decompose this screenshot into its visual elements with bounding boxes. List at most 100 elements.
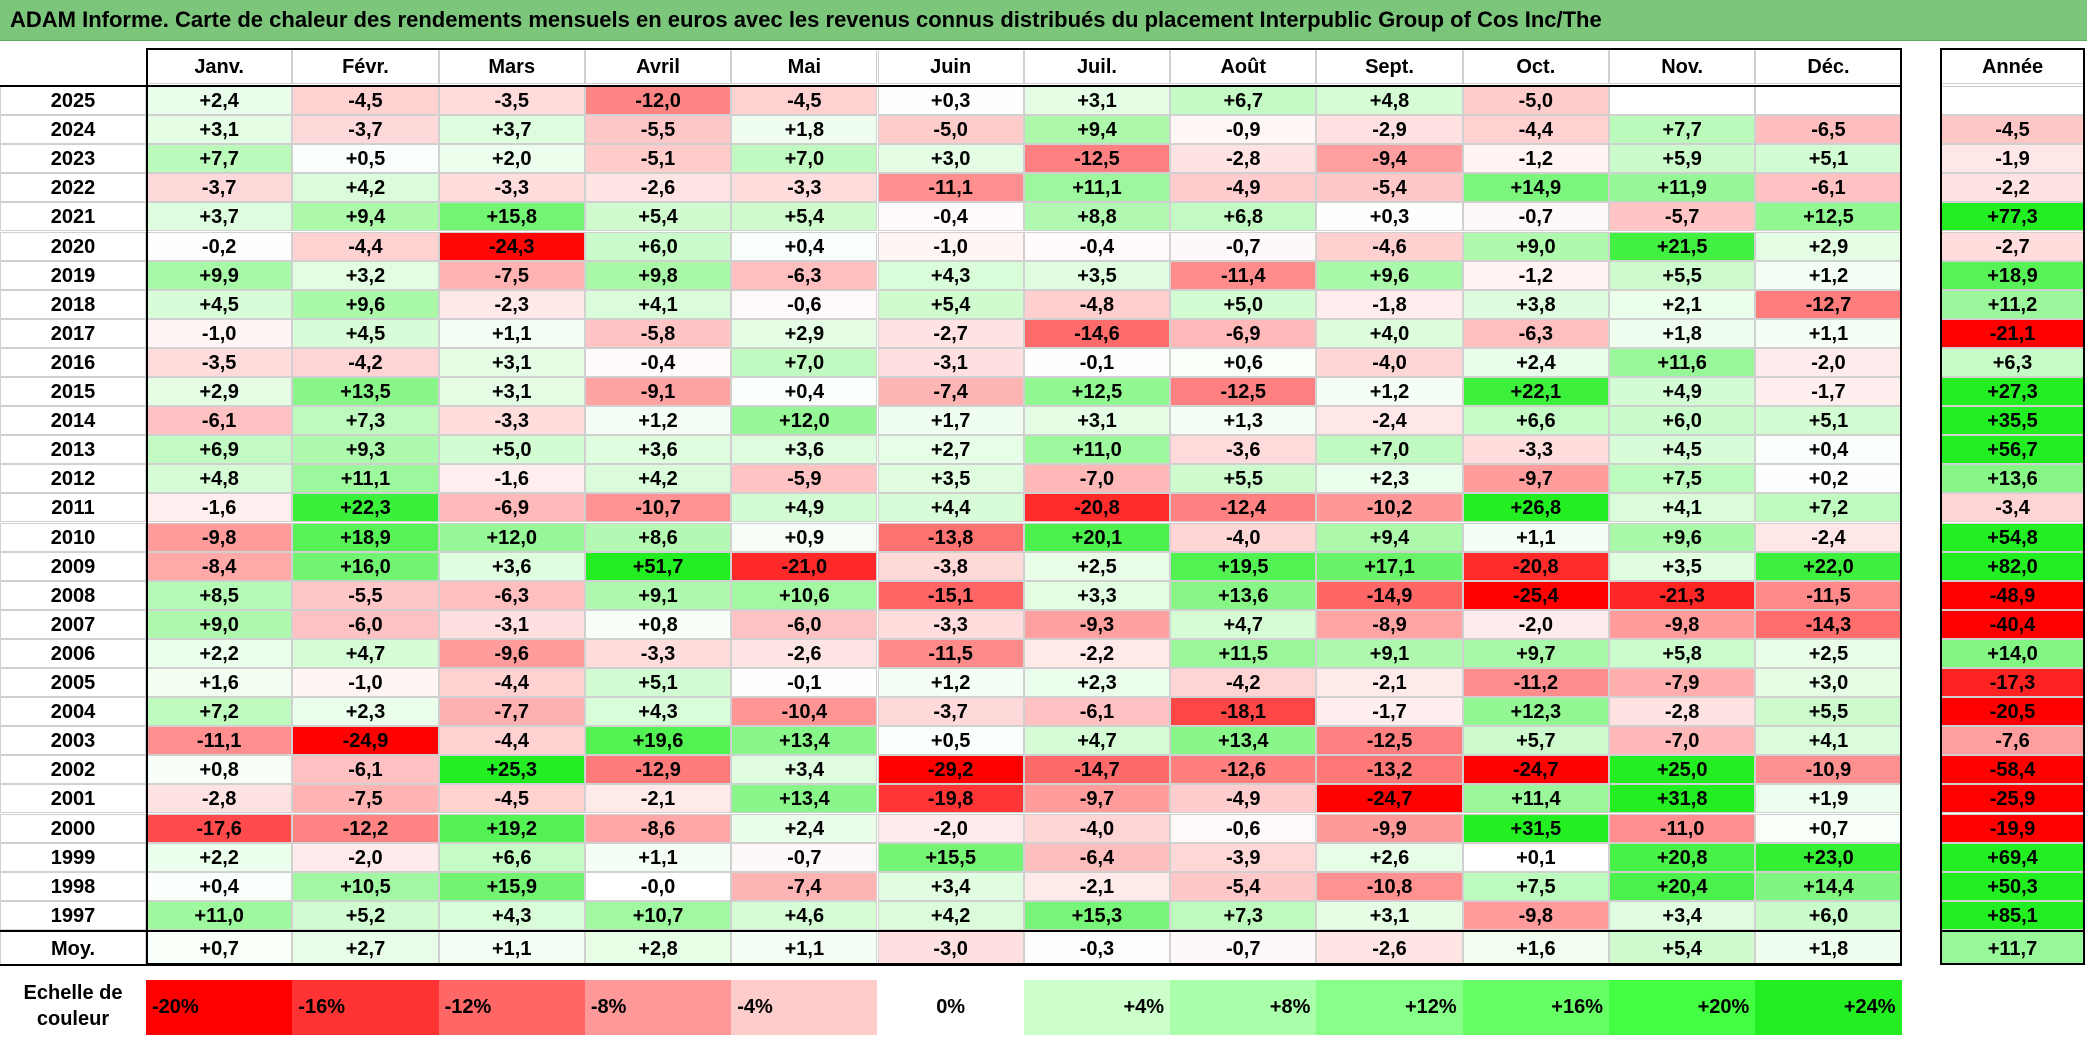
heatmap-cell: +7,3 xyxy=(1170,900,1317,930)
heatmap-cell: -6,1 xyxy=(1755,173,1902,203)
heatmap-cell: -2,0 xyxy=(292,842,439,872)
heatmap-cell: -0,2 xyxy=(146,231,293,261)
heatmap-cell: -2,1 xyxy=(1316,668,1463,698)
heatmap-cell: +4,8 xyxy=(1316,86,1463,116)
heatmap-cell: -6,3 xyxy=(438,580,585,610)
color-scale-label-line1: Echelle de xyxy=(23,982,123,1004)
heatmap-cell: +4,9 xyxy=(731,493,878,523)
heatmap-cell: -3,7 xyxy=(292,115,439,145)
heatmap-cell: -1,0 xyxy=(146,318,293,348)
annual-cell: -1,9 xyxy=(1940,144,2085,174)
heatmap-cell: +12,3 xyxy=(1462,697,1609,727)
heatmap-cell: +0,5 xyxy=(292,144,439,174)
color-scale-label: Echelle de couleur xyxy=(0,980,146,1035)
heatmap-cell: +4,1 xyxy=(1609,493,1756,523)
heatmap-cell: -9,8 xyxy=(1462,900,1609,930)
heatmap-cell: -24,9 xyxy=(292,726,439,756)
heatmap-cell: +7,0 xyxy=(731,144,878,174)
heatmap-cell: +0,4 xyxy=(731,231,878,261)
heatmap-cell: +15,3 xyxy=(1023,900,1171,930)
annual-cell: -2,2 xyxy=(1940,173,2085,203)
heatmap-cell: -0,4 xyxy=(1023,231,1171,261)
heatmap-cell: -4,5 xyxy=(292,86,439,116)
annual-cell: -20,5 xyxy=(1940,697,2085,727)
heatmap-cell: -4,4 xyxy=(438,726,585,756)
annual-cell: +82,0 xyxy=(1940,551,2085,581)
year-label: 2021 xyxy=(0,202,146,232)
heatmap-cell: +4,8 xyxy=(146,464,293,494)
heatmap-cell: -14,6 xyxy=(1023,318,1171,348)
heatmap-cell: -2,8 xyxy=(1170,144,1317,174)
heatmap-cell: +6,0 xyxy=(1755,900,1902,930)
annual-cell: -17,3 xyxy=(1940,668,2085,698)
heatmap-cell: +6,0 xyxy=(1609,406,1756,436)
heatmap-cell: +2,3 xyxy=(292,697,439,727)
annual-cell: -25,9 xyxy=(1940,784,2085,814)
heatmap-cell: +6,8 xyxy=(1170,202,1317,232)
heatmap-cell: -0,6 xyxy=(731,289,878,319)
heatmap-cell: -0,4 xyxy=(877,202,1024,232)
annual-cell: +50,3 xyxy=(1940,871,2085,901)
heatmap-cell: +13,4 xyxy=(1170,726,1317,756)
heatmap-cell: +20,1 xyxy=(1023,522,1171,552)
heatmap-cell: -5,0 xyxy=(877,115,1024,145)
heatmap-cell: +3,7 xyxy=(438,115,585,145)
heatmap-cell: +4,2 xyxy=(877,900,1024,930)
heatmap-cell: -5,8 xyxy=(584,318,732,348)
average-cell: +2,7 xyxy=(292,931,439,965)
annual-cell: -2,7 xyxy=(1940,231,2085,261)
heatmap-cell: -1,8 xyxy=(1316,289,1463,319)
heatmap-cell: +1,8 xyxy=(1609,318,1756,348)
heatmap-cell: +10,7 xyxy=(584,900,732,930)
heatmap-cell: +3,5 xyxy=(1023,260,1171,290)
heatmap-cell: -4,9 xyxy=(1170,173,1317,203)
annual-cell: -40,4 xyxy=(1940,609,2085,639)
year-label: 2010 xyxy=(0,522,146,552)
heatmap-cell: +11,6 xyxy=(1609,347,1756,377)
year-label: 1998 xyxy=(0,871,146,901)
heatmap-cell xyxy=(1755,86,1902,116)
heatmap-cell: -25,4 xyxy=(1462,580,1609,610)
heatmap-cell: +12,5 xyxy=(1023,377,1171,407)
heatmap-cell: -5,5 xyxy=(584,115,732,145)
heatmap-cell: +13,5 xyxy=(292,377,439,407)
month-header: Mai xyxy=(731,48,878,84)
heatmap-cell: +5,5 xyxy=(1609,260,1756,290)
heatmap-cell: -11,5 xyxy=(877,638,1024,668)
heatmap-cell: -2,1 xyxy=(584,784,732,814)
heatmap-cell: -3,3 xyxy=(877,609,1024,639)
heatmap-cell: +6,0 xyxy=(584,231,732,261)
heatmap-cell: +4,7 xyxy=(1023,726,1171,756)
year-label: 2018 xyxy=(0,289,146,319)
heatmap-cell: +6,9 xyxy=(146,435,293,465)
annual-cell: -21,1 xyxy=(1940,318,2085,348)
average-cell: +1,8 xyxy=(1755,931,1902,965)
heatmap-cell: -19,8 xyxy=(877,784,1024,814)
year-label: 2013 xyxy=(0,435,146,465)
year-label: 2014 xyxy=(0,406,146,436)
heatmap-cell: -1,2 xyxy=(1462,260,1609,290)
heatmap-cell: -5,5 xyxy=(292,580,439,610)
month-header: Avril xyxy=(584,48,732,84)
heatmap-cell: -9,8 xyxy=(1609,609,1756,639)
color-scale-swatch: -20% xyxy=(146,980,293,1035)
annual-cell: +35,5 xyxy=(1940,406,2085,436)
heatmap-cell: -14,7 xyxy=(1023,755,1171,785)
heatmap-cell: -2,0 xyxy=(1462,609,1609,639)
heatmap-cell: +5,7 xyxy=(1462,726,1609,756)
heatmap-cell: -4,5 xyxy=(731,86,878,116)
heatmap-cell: -1,7 xyxy=(1755,377,1902,407)
heatmap-cell: -7,0 xyxy=(1023,464,1171,494)
heatmap-cell: +9,6 xyxy=(1609,522,1756,552)
heatmap-cell: +3,1 xyxy=(1023,86,1171,116)
heatmap-cell: +3,1 xyxy=(1316,900,1463,930)
heatmap-cell: +7,7 xyxy=(146,144,293,174)
year-label: 2025 xyxy=(0,86,146,116)
heatmap-cell: +5,2 xyxy=(292,900,439,930)
heatmap-cell: -3,3 xyxy=(438,173,585,203)
heatmap-cell: +2,5 xyxy=(1023,551,1171,581)
heatmap-cell: +3,1 xyxy=(146,115,293,145)
year-label: 2012 xyxy=(0,464,146,494)
heatmap-cell: -0,4 xyxy=(584,347,732,377)
year-label: 2003 xyxy=(0,726,146,756)
